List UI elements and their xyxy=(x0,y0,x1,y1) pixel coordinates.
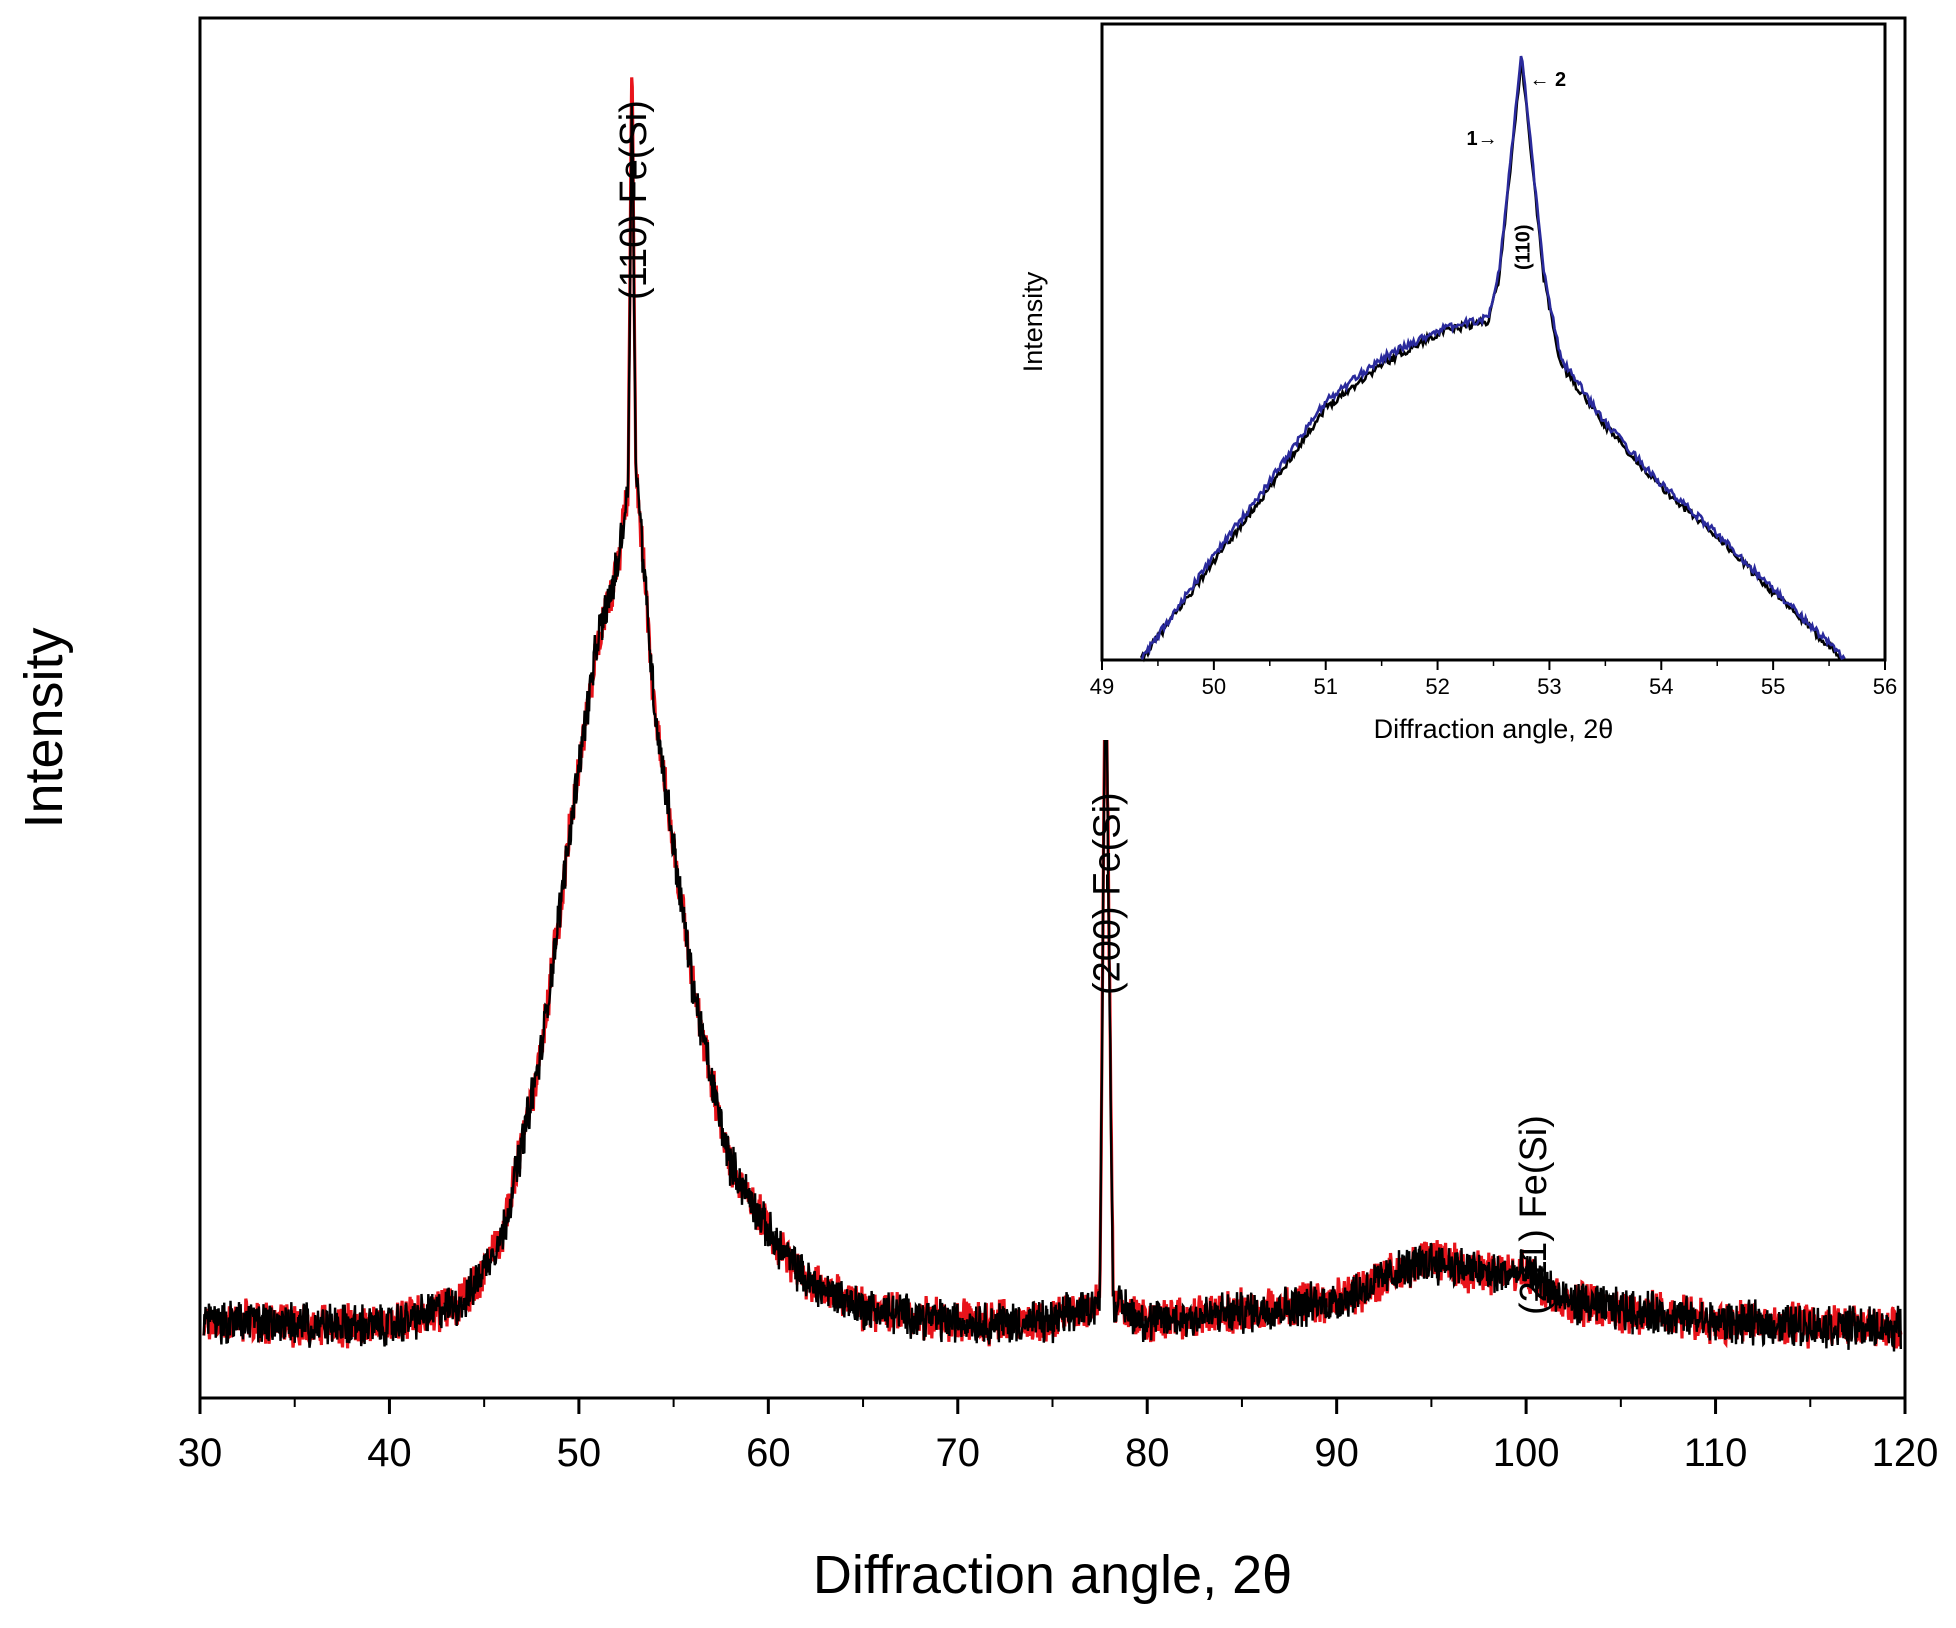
inset-peak-label: (110) xyxy=(1512,224,1534,270)
inset-x-tick-label: 56 xyxy=(1873,674,1897,699)
inset-x-axis-title: Diffraction angle, 2θ xyxy=(1374,714,1614,744)
inset-x-tick-label: 51 xyxy=(1313,674,1337,699)
main-y-axis-title: Intensity xyxy=(14,627,74,828)
inset-series-group xyxy=(1140,55,1846,663)
main-x-ticks: 30 40 50 60 70 80 90 100 110 120 xyxy=(178,1398,1939,1475)
main-series-black xyxy=(202,103,1902,1352)
inset-x-tick-label: 52 xyxy=(1425,674,1449,699)
inset-x-tick-label: 50 xyxy=(1202,674,1226,699)
main-x-tick-label: 60 xyxy=(746,1431,791,1475)
inset-background xyxy=(1012,24,1885,740)
main-x-tick-label: 120 xyxy=(1872,1431,1939,1475)
main-x-tick-label: 90 xyxy=(1314,1431,1359,1475)
inset-series-2-marker: ← 2 xyxy=(1529,69,1566,91)
main-peak-label: (211) Fe(Si) xyxy=(1513,1115,1555,1315)
main-x-tick-label: 70 xyxy=(936,1431,981,1475)
main-peak-label: (200) Fe(Si) xyxy=(1087,792,1129,995)
main-x-tick-label: 50 xyxy=(557,1431,602,1475)
main-x-tick-label: 40 xyxy=(367,1431,412,1475)
inset-annotations: 1→ ← 2 (110) xyxy=(1466,69,1566,270)
inset-x-tick-label: 55 xyxy=(1761,674,1785,699)
inset-y-axis-title: Intensity xyxy=(1018,271,1048,372)
main-x-tick-label: 100 xyxy=(1493,1431,1560,1475)
inset-series-2 xyxy=(1140,55,1846,661)
main-x-tick-label: 80 xyxy=(1125,1431,1170,1475)
inset-series-1-marker: 1→ xyxy=(1466,128,1497,150)
main-peak-label: (110) Fe(Si) xyxy=(613,100,655,300)
main-series-group xyxy=(202,77,1903,1352)
main-x-axis-title: Diffraction angle, 2θ xyxy=(813,1545,1292,1605)
inset-x-tick-label: 49 xyxy=(1090,674,1114,699)
inset-x-tick-label: 54 xyxy=(1649,674,1673,699)
main-peak-annotations: (110) Fe(Si) (200) Fe(Si) (211) Fe(Si) xyxy=(613,100,1555,1315)
main-chart: 30 40 50 60 70 80 90 100 110 120 (110) Fe(Si) (200… xyxy=(14,16,1939,1605)
inset-x-tick-label: 53 xyxy=(1537,674,1561,699)
main-x-tick-label: 30 xyxy=(178,1431,223,1475)
main-x-tick-label: 110 xyxy=(1684,1431,1748,1475)
inset-chart: 49 50 51 52 53 54 55 56 1→ ← 2 (110) Diffraction … xyxy=(1012,22,1897,744)
inset-x-ticks: 49 50 51 52 53 54 55 56 xyxy=(1090,660,1897,699)
